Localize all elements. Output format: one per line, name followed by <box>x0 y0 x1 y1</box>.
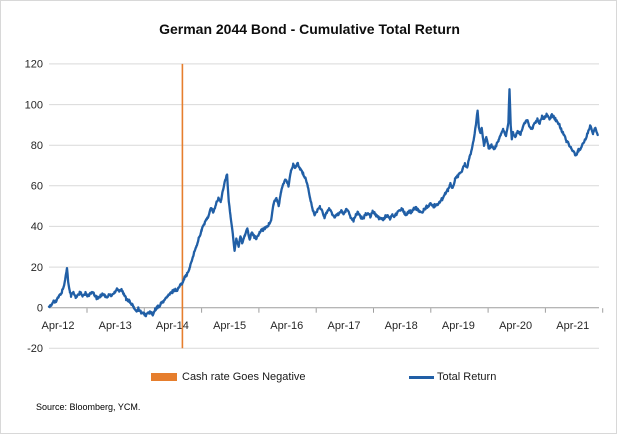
x-tick-label: Apr-18 <box>385 320 418 332</box>
chart-legend: Cash rate Goes Negative Total Return <box>1 369 616 385</box>
x-tick-label: Apr-16 <box>270 320 303 332</box>
x-tick-label: Apr-15 <box>213 320 246 332</box>
x-tick-label: Apr-17 <box>327 320 360 332</box>
total-return-legend-label: Total Return <box>437 371 497 383</box>
source-note: Source: Bloomberg, YCM. <box>36 402 141 412</box>
y-tick-label: 60 <box>31 181 43 193</box>
total-return-legend-swatch <box>409 375 434 379</box>
legend-item-cash-rate: Cash rate Goes Negative <box>151 369 306 385</box>
y-tick-label: 20 <box>31 262 43 274</box>
total-return-line <box>47 88 599 318</box>
y-tick-label: 100 <box>25 99 43 111</box>
cash-rate-legend-swatch <box>151 373 177 381</box>
chart-title: German 2044 Bond - Cumulative Total Retu… <box>159 21 460 37</box>
x-tick-label: Apr-21 <box>556 320 589 332</box>
y-tick-label: 80 <box>31 140 43 152</box>
x-tick-label: Apr-14 <box>156 320 189 332</box>
x-tick-label: Apr-12 <box>41 320 74 332</box>
y-tick-label: -20 <box>27 343 43 355</box>
cash-rate-legend-label: Cash rate Goes Negative <box>182 371 306 383</box>
x-tick-label: Apr-19 <box>442 320 475 332</box>
x-tick-label: Apr-13 <box>99 320 132 332</box>
y-tick-label: 40 <box>31 221 43 233</box>
y-tick-label: 0 <box>37 303 43 315</box>
legend-item-total-return: Total Return <box>409 369 496 385</box>
y-tick-label: 120 <box>25 59 43 71</box>
x-tick-label: Apr-20 <box>499 320 532 332</box>
